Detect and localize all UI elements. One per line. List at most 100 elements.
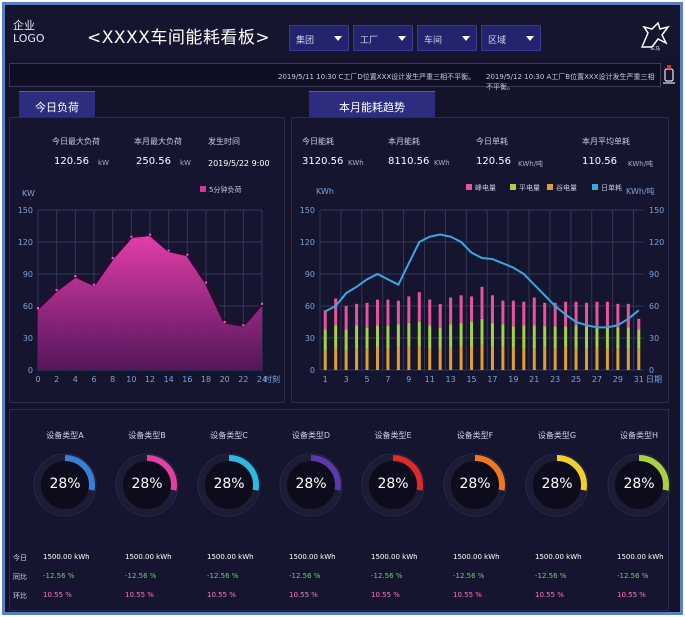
filter-group-select[interactable]: 集团 [289,25,349,51]
device-card[interactable]: 设备类型A 28% [25,430,105,518]
x-tick-label: 14 [164,375,174,384]
bar [449,297,453,325]
filter-area-select[interactable]: 区域 [481,25,541,51]
device-mom: 10.55 % [453,591,482,599]
load-point [92,283,96,286]
tab-today-load[interactable]: 今日负荷 [19,91,95,117]
device-percent: 28% [49,476,81,492]
x-tick-label: 15 [466,375,476,384]
load-area [38,234,262,370]
y-tick-label: 0 [28,366,33,375]
donut-outer-ring [197,453,261,517]
x-tick-label: 17 [487,375,497,384]
bar [616,348,620,370]
donut-arc [527,455,587,515]
bar [490,346,494,370]
device-label: 设备类型A [46,431,84,440]
device-card[interactable]: 设备类型F 28% [435,430,515,518]
tab-monthly-trend[interactable]: 本月能耗趋势 [309,91,435,117]
legend-label: 谷电量 [556,183,577,192]
bar [365,327,369,349]
device-card[interactable]: 设备类型B 28% [107,430,187,518]
stat-unit: KWh [348,159,364,167]
bar [574,348,578,370]
device-donut: 28% [32,452,98,518]
donut-svg [197,453,261,517]
filter-workshop-select[interactable]: 车间 [417,25,477,51]
stat-caption: 本月最大负荷 [134,137,182,146]
donut-outer-ring [279,453,343,517]
bar [355,303,359,326]
x-tick-label: 24 [257,375,267,384]
filter-factory-select[interactable]: 工厂 [353,25,413,51]
device-percent: 28% [459,476,491,492]
device-card[interactable]: 设备类型G 28% [517,430,597,518]
bar [616,303,620,328]
x-tick-label: 6 [91,375,96,384]
bar [480,286,484,319]
y2-tick-label: 90 [649,270,659,279]
stat-unit: KWh [434,159,450,167]
load-point [223,320,226,324]
donut-svg [525,453,589,517]
device-percent: 28% [295,476,327,492]
stat-caption: 发生时间 [208,137,240,146]
row-label-today: 今日 [13,554,27,562]
bar [470,296,474,322]
stat-caption: 今日最大负荷 [52,137,100,146]
device-card[interactable]: 设备类型D 28% [271,430,351,518]
device-yoy: -12.56 % [125,572,157,580]
bar [417,292,421,322]
ticker-message: 2019/5/12 10:30 A工厂B位置XXX设计发生严重三相不平衡。 [486,73,655,91]
y-axis-label: KW [22,189,35,198]
stat-caption: 今日能耗 [302,137,334,146]
legend-swatch [200,186,206,192]
y2-tick-label: 0 [649,366,654,375]
bar [386,325,390,349]
bar [585,302,589,327]
donut-outer-ring [33,453,97,517]
bar [344,350,348,370]
device-percent: 28% [623,476,655,492]
device-percent: 28% [541,476,573,492]
load-point [167,249,170,252]
load-point [186,253,189,256]
device-card[interactable]: 设备类型E 28% [353,430,433,518]
device-card[interactable]: 设备类型H 28% [599,430,679,518]
x-tick-label: 4 [73,375,78,384]
x-tick-label: 27 [592,375,602,384]
legend-label: 峰电量 [475,183,496,192]
bar [532,325,536,349]
bar [574,325,578,349]
device-mom: 10.55 % [617,591,646,599]
bar [585,326,589,349]
device-energy: 1500.00 kWh [43,553,90,561]
bar [323,329,327,351]
bar [501,324,505,347]
device-card[interactable]: 设备类型C 28% [189,430,269,518]
load-point [111,256,114,260]
stat-unit: KWh/吨 [628,160,654,168]
bar [438,348,442,370]
stat-caption: 本月平均单耗 [582,137,630,146]
legend-swatch [510,184,516,190]
alarm-bell-icon[interactable] [662,65,676,87]
device-label: 设备类型E [374,431,412,440]
bar [637,318,641,330]
donut-svg [443,453,507,517]
load-point [74,274,77,278]
x-tick-label: 31 [634,375,644,384]
bar [532,297,536,326]
stat-value: 120.56 [476,156,511,167]
device-donut: 28% [606,452,672,518]
bar [459,323,463,347]
x-tick-label: 9 [406,375,411,384]
bar [543,302,547,327]
logo-line2: LOGO [13,32,45,45]
bar [323,350,327,370]
bar [396,324,400,347]
legend-label: 平电量 [519,183,540,192]
stat-value: 250.56 [136,156,171,167]
bar [501,346,505,370]
